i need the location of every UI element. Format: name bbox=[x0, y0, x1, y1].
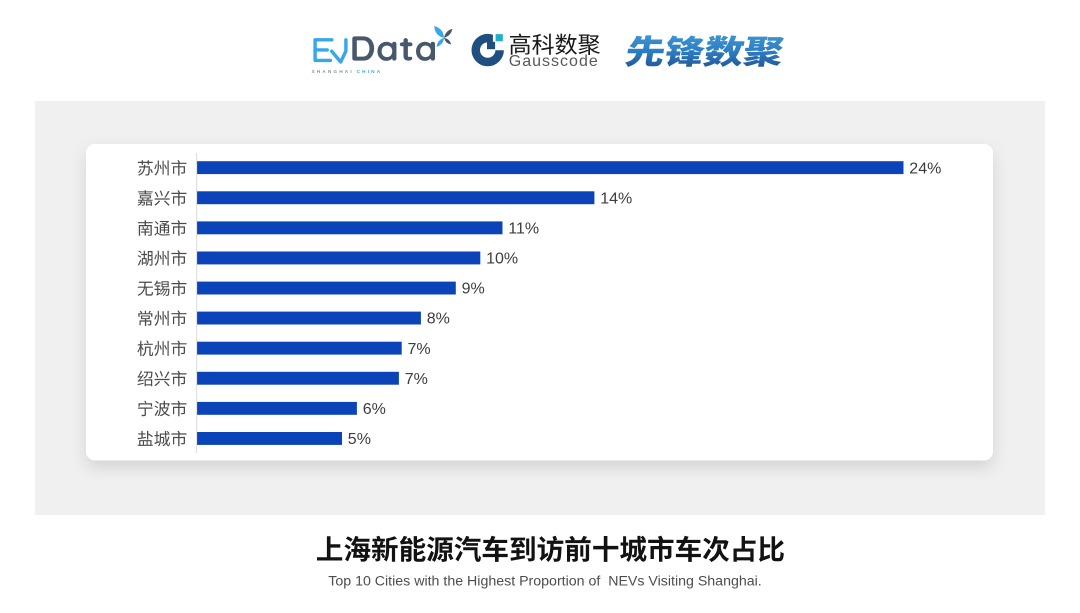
svg-text:6%: 6% bbox=[363, 401, 386, 418]
svg-text:14%: 14% bbox=[600, 190, 632, 207]
svg-text:11%: 11% bbox=[508, 221, 539, 238]
svg-text:Top 10 Cities with the Highest: Top 10 Cities with the Highest Proportio… bbox=[328, 573, 761, 589]
svg-text:7%: 7% bbox=[405, 371, 428, 388]
svg-text:24%: 24% bbox=[909, 160, 941, 177]
svg-text:9%: 9% bbox=[462, 281, 485, 298]
svg-text:SHANGHAI: SHANGHAI bbox=[312, 69, 354, 74]
svg-text:10%: 10% bbox=[486, 251, 518, 268]
svg-text:8%: 8% bbox=[427, 311, 450, 328]
svg-text:Gausscode: Gausscode bbox=[509, 53, 599, 70]
svg-text:CHINA: CHINA bbox=[357, 69, 383, 74]
svg-text:5%: 5% bbox=[348, 431, 371, 448]
svg-text:7%: 7% bbox=[408, 341, 431, 358]
